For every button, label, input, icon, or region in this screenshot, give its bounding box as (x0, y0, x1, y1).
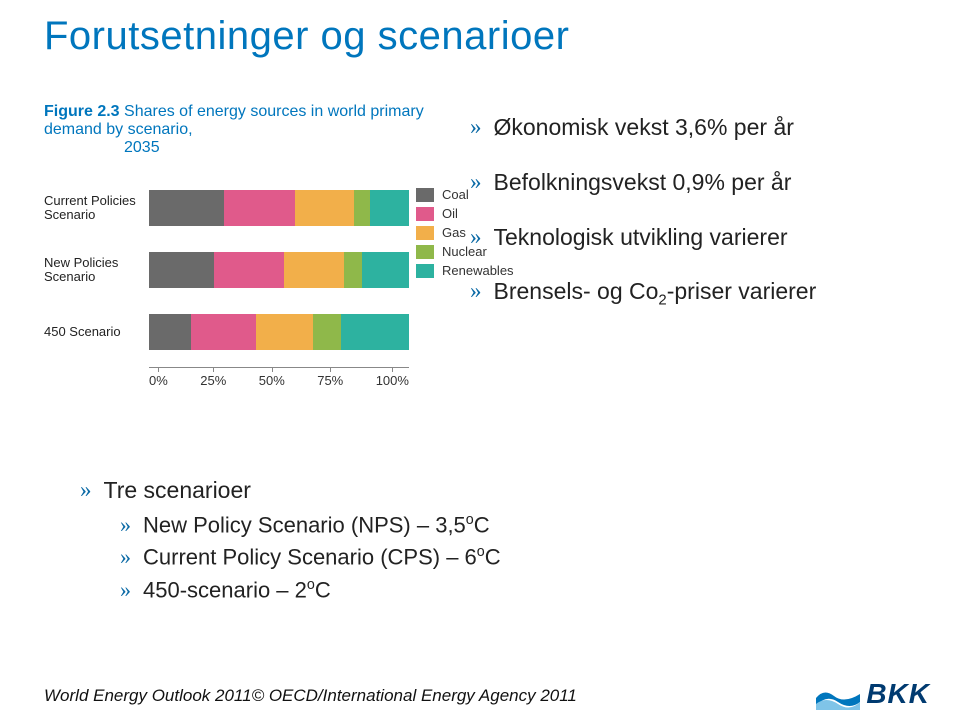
figure-caption: Figure 2.3 Shares of energy sources in w… (44, 103, 470, 157)
logo-text: BKK (866, 678, 930, 710)
content-row: Figure 2.3 Shares of energy sources in w… (0, 103, 960, 437)
assumptions-list: »Økonomisk vekst 3,6% per år»Befolknings… (470, 103, 960, 437)
bar-segment-coal (149, 314, 191, 350)
bar-segment-nuclear (344, 252, 362, 288)
assumption-item: »Befolkningsvekst 0,9% per år (470, 168, 960, 197)
bar-segment-gas (256, 314, 313, 350)
bar-segment-oil (224, 190, 294, 226)
legend-label: Nuclear (442, 244, 487, 259)
chart-x-axis: 0% 25% 50% 75% 100% (149, 373, 409, 388)
assumption-text: Teknologisk utvikling varierer (494, 223, 788, 252)
logo-wave-icon (816, 688, 860, 710)
x-tick: 75% (317, 373, 343, 388)
assumption-item: » Brensels- og Co2-priser varierer (470, 277, 960, 310)
scenario-item: » New Policy Scenario (NPS) – 3,5oC (120, 512, 960, 538)
bar-track (149, 314, 409, 350)
bar-segment-oil (214, 252, 284, 288)
bar-segment-oil (191, 314, 256, 350)
figure-caption-b: 2035 (124, 139, 160, 156)
assumption-item: »Teknologisk utvikling varierer (470, 223, 960, 252)
legend-label: Coal (442, 187, 469, 202)
scenario-item: » Current Policy Scenario (CPS) – 6oC (120, 544, 960, 570)
bullet-marker: » (80, 477, 92, 504)
chart-row: 450 Scenario (44, 301, 470, 363)
bar-track (149, 252, 409, 288)
brand-logo: BKK (816, 678, 930, 710)
legend-item-oil: Oil (416, 206, 514, 221)
bullet-marker: » (470, 277, 482, 310)
legend-label: Gas (442, 225, 466, 240)
scenarios-list: » Tre scenarioer » New Policy Scenario (N… (80, 477, 960, 603)
scenario-text: Current Policy Scenario (CPS) – 6oC (143, 544, 501, 570)
footer-citation: World Energy Outlook 2011© OECD/Internat… (44, 686, 577, 706)
bar-track (149, 190, 409, 226)
x-tick: 25% (200, 373, 226, 388)
chart-row: New Policies Scenario (44, 239, 470, 301)
assumption-text: Brensels- og Co2-priser varierer (494, 277, 817, 310)
figure-block: Figure 2.3 Shares of energy sources in w… (0, 103, 470, 437)
assumption-text: Befolkningsvekst 0,9% per år (494, 168, 792, 197)
bar-segment-renewables (341, 314, 409, 350)
legend-item-renewables: Renewables (416, 263, 514, 278)
bar-segment-gas (284, 252, 344, 288)
bar-segment-nuclear (354, 190, 370, 226)
assumption-item: » Økonomisk vekst 3,6% per år (470, 113, 960, 142)
legend-label: Oil (442, 206, 458, 221)
page-title: Forutsetninger og scenarioer (0, 0, 960, 59)
bar-segment-renewables (362, 252, 409, 288)
legend-item-nuclear: Nuclear (416, 244, 514, 259)
scenario-text: New Policy Scenario (NPS) – 3,5oC (143, 512, 490, 538)
chart-row: Current Policies Scenario (44, 177, 470, 239)
legend-swatch (416, 188, 434, 202)
stacked-bar-chart: Current Policies Scenario New Policies Sc… (44, 177, 470, 437)
chart-row-label: New Policies Scenario (44, 256, 149, 285)
x-tick: 0% (149, 373, 168, 388)
x-tick: 100% (376, 373, 409, 388)
bar-segment-gas (295, 190, 355, 226)
bullet-marker: » (120, 544, 131, 570)
x-tick: 50% (259, 373, 285, 388)
bar-segment-nuclear (313, 314, 342, 350)
legend-item-coal: Coal (416, 187, 514, 202)
scenarios-heading: Tre scenarioer (104, 477, 251, 504)
bar-segment-renewables (370, 190, 409, 226)
bullet-marker: » (120, 512, 131, 538)
chart-row-label: Current Policies Scenario (44, 194, 149, 223)
legend-label: Renewables (442, 263, 514, 278)
legend-swatch (416, 264, 434, 278)
scenario-item: » 450-scenario – 2oC (120, 577, 960, 603)
chart-legend: Coal Oil Gas Nuclear Renewables (416, 183, 514, 282)
bullet-marker: » (120, 577, 131, 603)
chart-row-label: 450 Scenario (44, 325, 149, 339)
figure-label: Figure 2.3 (44, 103, 120, 120)
legend-swatch (416, 207, 434, 221)
legend-swatch (416, 226, 434, 240)
bar-segment-coal (149, 252, 214, 288)
legend-item-gas: Gas (416, 225, 514, 240)
scenario-text: 450-scenario – 2oC (143, 577, 331, 603)
bar-segment-coal (149, 190, 224, 226)
assumption-text: Økonomisk vekst 3,6% per år (494, 113, 794, 142)
bullet-marker: » (470, 113, 482, 142)
legend-swatch (416, 245, 434, 259)
